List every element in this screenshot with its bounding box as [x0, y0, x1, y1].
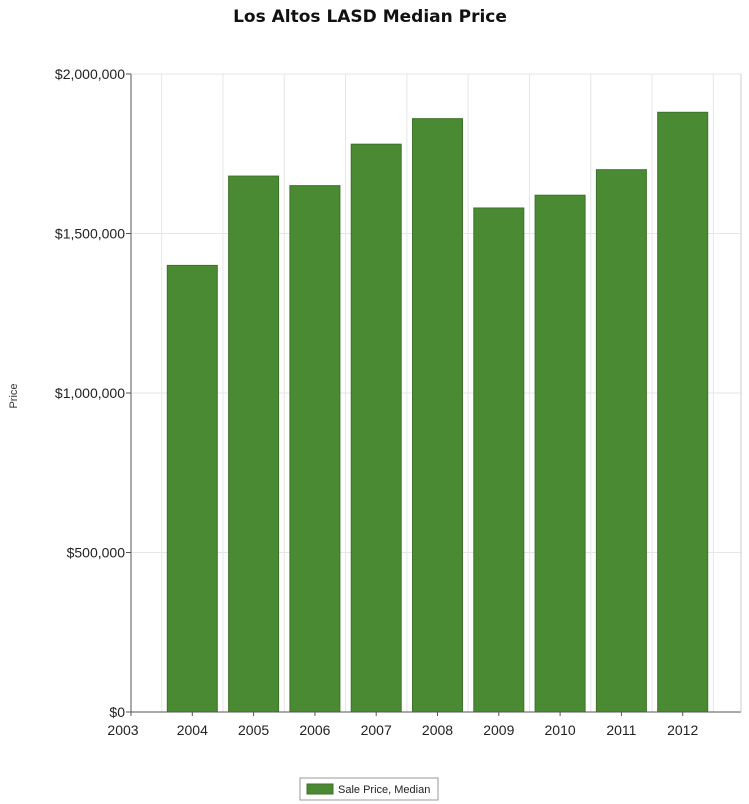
y-tick-label: $2,000,000	[55, 66, 125, 82]
bar-2009	[473, 207, 525, 713]
x-tick-label: 2007	[361, 722, 392, 738]
legend-box	[299, 777, 439, 801]
bar-2006	[289, 185, 341, 713]
bar-2007	[350, 143, 402, 713]
x-tick-label: 2009	[483, 722, 514, 738]
x-tick-label: 2006	[299, 722, 330, 738]
bar-2010	[534, 194, 586, 713]
bar-2011	[595, 169, 647, 713]
x-tick-label: 2003	[107, 722, 138, 738]
y-tick-label: $0	[109, 704, 125, 720]
y-tick-label: $1,500,000	[55, 226, 125, 242]
x-tick-label: 2010	[545, 722, 576, 738]
x-tick-label: 2008	[422, 722, 453, 738]
y-tick-label: $500,000	[67, 545, 126, 561]
bar-2004	[166, 264, 218, 713]
x-tick-label: 2011	[606, 722, 636, 738]
legend-label: Sale Price, Median	[338, 784, 430, 796]
bar-2012	[657, 111, 709, 713]
x-tick-labels: 2003 2004 2005 2006 2007 2008 2009 2010 2011 2012	[107, 722, 698, 738]
y-tick-label: $1,000,000	[55, 385, 125, 401]
legend-swatch	[306, 783, 334, 795]
bar-2008	[412, 118, 463, 713]
y-tick-labels: $0 $500,000 $1,000,000 $1,500,000 $2,000,000	[55, 66, 125, 720]
axes	[126, 73, 742, 716]
x-tick-label: 2005	[238, 722, 269, 738]
bars	[166, 111, 709, 713]
chart-title: Los Altos LASD Median Price	[233, 7, 507, 27]
legend: Sale Price, Median	[299, 777, 439, 801]
x-tick-label: 2004	[177, 722, 208, 738]
y-axis-label: Price	[8, 383, 20, 408]
x-tick-label: 2012	[667, 722, 698, 738]
gridlines	[131, 73, 741, 712]
bar-2005	[228, 175, 280, 713]
